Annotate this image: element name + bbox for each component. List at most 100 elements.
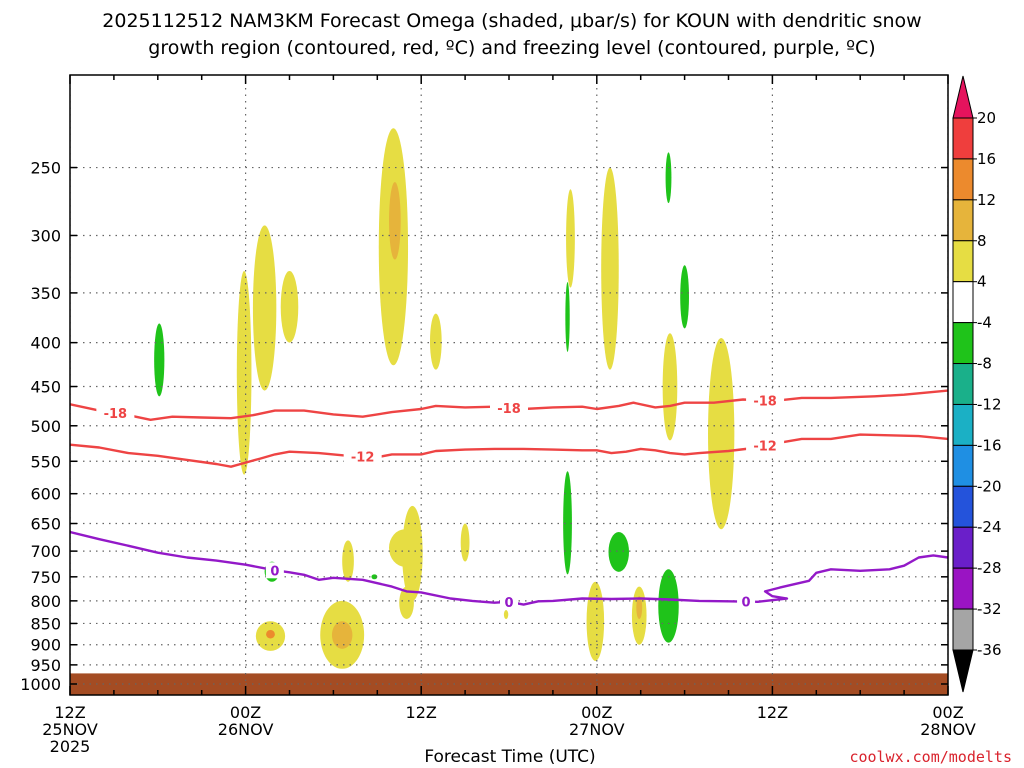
x-tick-label-60-2: 28NOV [920, 720, 976, 739]
colorbar-swatch-4 [952, 240, 974, 283]
colorbar-label-13: -32 [977, 600, 1002, 618]
y-tick-label-700: 700 [30, 542, 61, 561]
x-tick-label-24-1: 12Z [406, 703, 437, 722]
colorbar-label-14: -36 [977, 641, 1002, 659]
y-tick-label-850: 850 [30, 614, 61, 633]
colorbar-label-9: -16 [977, 436, 1002, 454]
colorbar-swatch-9 [952, 444, 974, 487]
y-tick-label-900: 900 [30, 636, 61, 655]
y-tick-label-1000: 1000 [20, 675, 61, 694]
omega-region-9 [662, 333, 678, 441]
contour-label-1-1: -18 [104, 407, 128, 422]
contour-label-1-3: -18 [753, 395, 777, 410]
contour-label-3-2: 0 [504, 596, 513, 611]
y-tick-label-450: 450 [30, 378, 61, 397]
contour-label-2-1: -12 [351, 451, 375, 466]
x-tick-label-0-1: 12Z [54, 703, 85, 722]
colorbar-swatch-5 [952, 281, 974, 324]
colorbar-top-arrow [952, 75, 974, 119]
y-tick-label-550: 550 [30, 452, 61, 471]
omega-region-12 [389, 529, 422, 567]
omega-region-3 [280, 270, 299, 343]
omega-region-8 [601, 167, 619, 370]
colorbar-bottom-arrow [952, 649, 974, 693]
colorbar-label-8: -12 [977, 395, 1002, 413]
colorbar-label-4: 8 [977, 232, 987, 250]
colorbar-label-2: 16 [977, 150, 996, 168]
contour-line-2 [70, 433, 948, 468]
colorbar-label-1: 20 [977, 109, 996, 127]
contour-label-bg-2-1 [343, 448, 382, 465]
omega-region-14 [342, 540, 354, 582]
contour-label-3-1: 0 [270, 564, 279, 579]
x-tick-label-0-3: 2025 [50, 737, 91, 756]
colorbar-label-11: -24 [977, 518, 1002, 536]
colorbar-swatch-3 [952, 199, 974, 242]
plot-area: -18 -18 -18 -12 -12 0 0 0 250 300 350 400 450 500 550 6… [20, 74, 976, 756]
omega-region-1 [236, 270, 252, 475]
omega-region-20 [586, 581, 605, 661]
y-tick-label-250: 250 [30, 159, 61, 178]
omega-region-17 [266, 629, 275, 639]
omega-region-7 [566, 189, 575, 288]
x-tick-label-36-1: 00Z [581, 703, 612, 722]
colorbar-label-3: 12 [977, 191, 996, 209]
colorbar-swatch-12 [952, 567, 974, 610]
x-tick-label-60-1: 00Z [932, 703, 963, 722]
omega-region-19 [331, 621, 353, 649]
y-tick-label-500: 500 [30, 417, 61, 436]
ground-surface [70, 673, 948, 695]
contour-label-bg-2-2 [746, 437, 785, 454]
omega-region-15 [460, 523, 470, 562]
colorbar-label-10: -20 [977, 477, 1002, 495]
y-tick-label-300: 300 [30, 226, 61, 245]
omega-region-23 [503, 610, 509, 620]
omega-region-25 [563, 471, 572, 575]
colorbar-label-6: -4 [977, 314, 992, 332]
chart-title-line-1: 2025112512 NAM3KM Forecast Omega (shaded… [102, 10, 921, 32]
x-tick-label-12-2: 26NOV [218, 720, 274, 739]
omega-region-32 [371, 574, 378, 580]
y-tick-label-750: 750 [30, 568, 61, 587]
contour-label-bg-1-1 [96, 405, 135, 422]
contour-label-1-2: -18 [497, 402, 521, 417]
colorbar-swatch-6 [952, 322, 974, 365]
site-credit: coolwx.com/modelts [849, 748, 1012, 766]
x-tick-label-12-1: 00Z [230, 703, 261, 722]
contour-label-bg-1-2 [490, 399, 528, 416]
chart-title-line-2: growth region (contoured, red, ºC) and f… [148, 37, 875, 59]
colorbar-swatch-11 [952, 526, 974, 569]
y-tick-label-800: 800 [30, 592, 61, 611]
omega-region-22 [636, 596, 643, 620]
colorbar-label-7: -8 [977, 355, 992, 373]
omega-region-10 [708, 337, 735, 530]
omega-region-30 [658, 569, 679, 643]
x-tick-label-0-2: 25NOV [42, 720, 98, 739]
omega-region-27 [665, 152, 672, 204]
contour-line-3 [70, 530, 948, 606]
contour-label-bg-3-2 [500, 593, 518, 610]
colorbar-swatch-7 [952, 363, 974, 405]
omega-region-26 [565, 282, 570, 352]
colorbar-swatch-13 [952, 608, 974, 651]
y-tick-label-350: 350 [30, 284, 61, 303]
omega-region-29 [608, 532, 629, 572]
colorbar-label-5: 4 [977, 273, 987, 291]
omega-region-5 [389, 182, 401, 260]
colorbar-swatch-8 [952, 403, 974, 446]
omega-region-24 [154, 323, 165, 397]
colorbar-swatch-2 [952, 158, 974, 201]
colorbar-label-12: -28 [977, 559, 1002, 577]
y-tick-label-650: 650 [30, 515, 61, 534]
omega-region-6 [429, 313, 442, 370]
y-tick-label-600: 600 [30, 485, 61, 504]
colorbar: 20 16 12 8 4 -4 -8 -12 -16 -20 -24 -28 -32 -36 [952, 75, 1002, 693]
plot-inner: -18 -18 -18 -12 -12 0 0 0 [70, 75, 948, 695]
omega-region-2 [252, 225, 277, 391]
colorbar-swatch-1 [952, 117, 974, 160]
y-tick-label-400: 400 [30, 334, 61, 353]
x-axis-label: Forecast Time (UTC) [424, 747, 595, 767]
omega-region-13 [399, 586, 414, 620]
contour-label-3-3: 0 [742, 596, 751, 611]
omega-region-28 [680, 265, 689, 329]
